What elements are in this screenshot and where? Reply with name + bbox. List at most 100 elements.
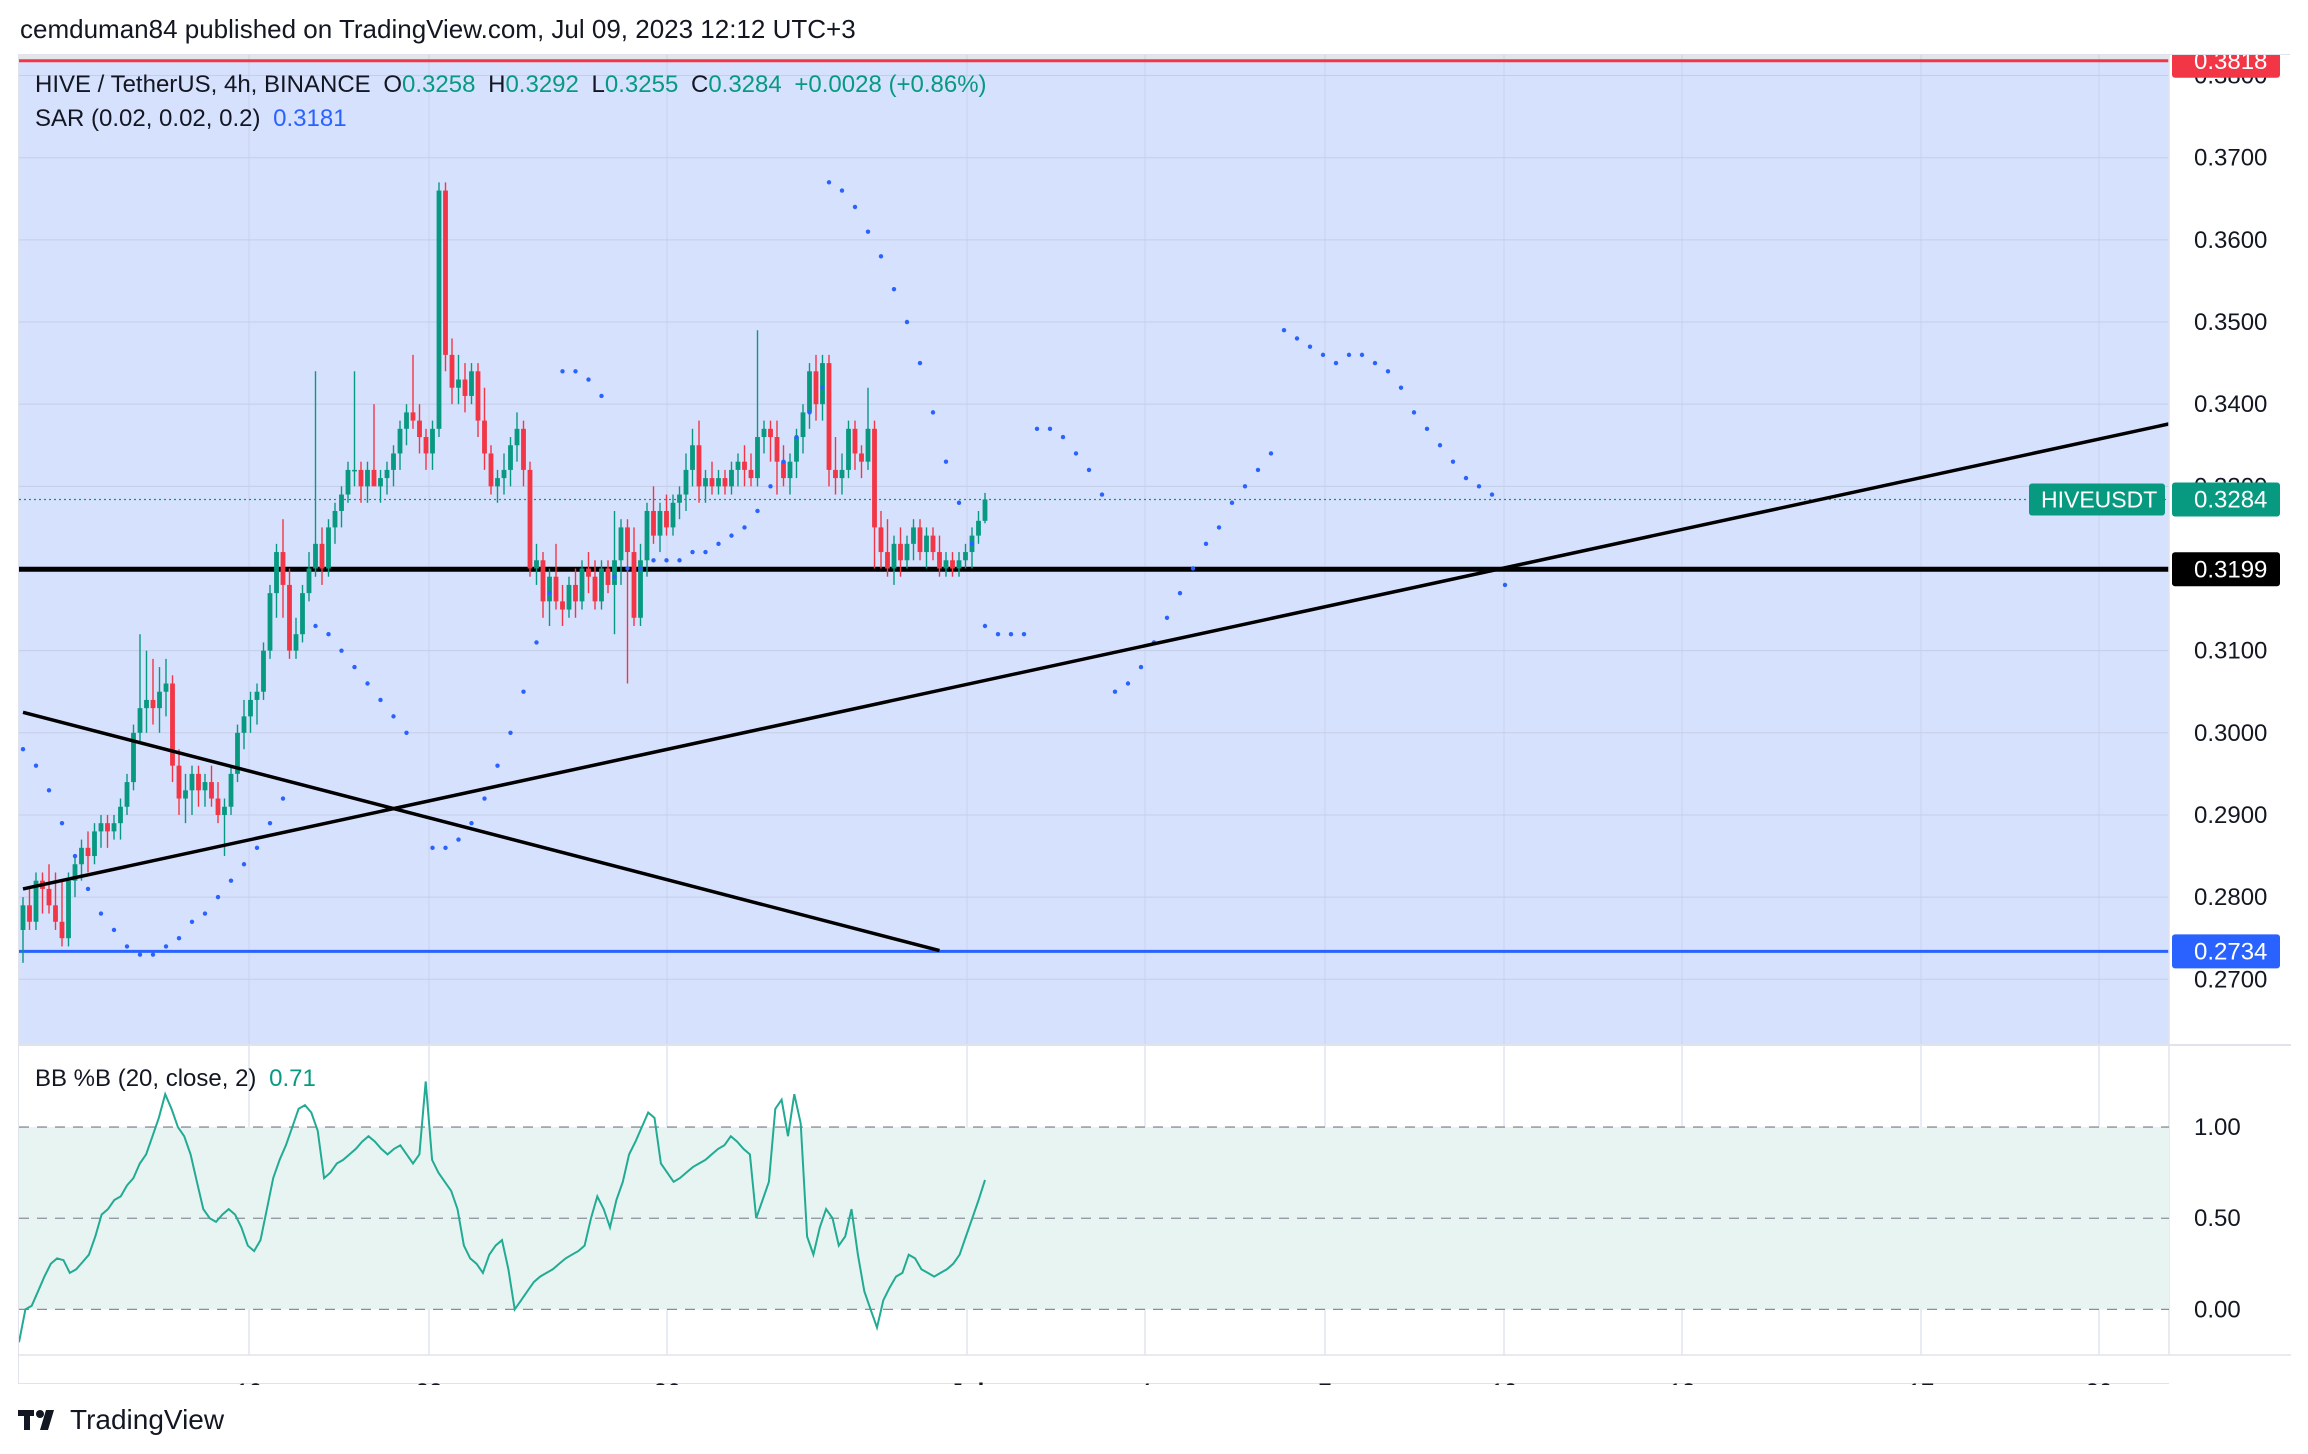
bb-label[interactable]: BB %B (20, close, 2) <box>35 1065 257 1092</box>
sar-dot <box>241 862 247 867</box>
sar-dot <box>1346 352 1352 358</box>
sar-dot <box>677 558 682 563</box>
candle-body <box>378 478 383 487</box>
candle-body <box>924 535 929 553</box>
sar-dot <box>1463 475 1469 481</box>
candle-body <box>430 428 435 454</box>
candle-body <box>501 469 507 479</box>
candle-down <box>826 354 832 487</box>
sar-dot <box>72 853 78 859</box>
candle-body <box>800 412 806 438</box>
sar-dot <box>878 254 884 259</box>
candle-body <box>579 568 585 602</box>
legend-c-label: C <box>690 71 709 98</box>
candle-down <box>209 765 214 807</box>
candle-body <box>176 765 182 799</box>
candle-body <box>46 888 52 906</box>
candle-up <box>157 667 162 733</box>
price-tick-label: 0.3000 <box>2194 720 2267 747</box>
candle-body <box>872 428 877 528</box>
sar-dot <box>1112 689 1118 694</box>
last-price-tag-text: 0.3284 <box>2194 486 2267 513</box>
sar-dot <box>956 500 962 505</box>
sar-dot <box>1086 467 1092 473</box>
candle-body <box>911 527 916 544</box>
candle-up <box>118 798 123 840</box>
time-tick-label: 13 <box>1669 1379 1696 1385</box>
candle-up <box>501 453 507 495</box>
candle-up <box>92 823 97 865</box>
candle-up <box>469 363 474 405</box>
sar-dot <box>1502 582 1508 588</box>
candle-down <box>527 461 533 577</box>
candle-body <box>267 593 273 651</box>
candle-body <box>118 806 123 824</box>
candle-up <box>430 420 435 470</box>
candle-down <box>410 354 416 429</box>
candle-body <box>404 412 409 429</box>
candle-up <box>690 428 695 487</box>
sar-dot <box>852 204 858 210</box>
candle-up <box>547 568 552 626</box>
candle-down <box>852 420 858 470</box>
candle-body <box>248 699 253 717</box>
candle-body <box>950 560 955 569</box>
footer-brand[interactable]: TradingView <box>18 1404 224 1436</box>
candle-down <box>950 552 955 577</box>
candle-body <box>196 773 201 791</box>
candle-up <box>228 765 234 815</box>
candle-body <box>410 412 416 421</box>
candle-up <box>599 560 604 610</box>
candle-body <box>937 552 942 569</box>
sar-dot <box>313 623 318 629</box>
sar-dot <box>1372 360 1378 366</box>
candle-down <box>85 831 91 873</box>
candle-body <box>313 543 318 569</box>
sar-dot <box>781 459 786 464</box>
candle-down <box>813 354 819 421</box>
price-tick-label: 0.3100 <box>2194 638 2267 665</box>
candle-up <box>807 363 812 429</box>
sar-label[interactable]: SAR (0.02, 0.02, 0.2) <box>35 105 261 132</box>
sar-dot <box>98 911 104 916</box>
sar-dot <box>599 393 604 399</box>
candle-body <box>488 453 494 487</box>
candle-up <box>683 453 689 511</box>
price-tag-2: 0.3199 <box>2172 552 2280 587</box>
candle-body <box>293 634 299 651</box>
sar-dot <box>865 229 871 234</box>
candle-up <box>345 461 351 503</box>
price-tag-2-bg <box>2172 552 2280 587</box>
sar-dot <box>573 369 578 374</box>
candle-body <box>423 437 429 454</box>
candle-down <box>586 552 591 594</box>
bb-tick-label: 0.00 <box>2194 1296 2241 1323</box>
price-tag-1-text: 0.3818 <box>2194 55 2267 75</box>
candle-body <box>898 543 903 561</box>
sar-dot <box>46 788 52 793</box>
candle-down <box>774 420 780 495</box>
candle-up <box>397 420 403 470</box>
sar-dot <box>690 549 695 555</box>
bb-percent-line <box>19 1081 986 1343</box>
candle-down <box>878 510 884 569</box>
sar-dot <box>202 911 208 916</box>
sar-dot <box>1307 344 1313 349</box>
candle-body <box>794 437 799 462</box>
candle-up <box>98 814 104 848</box>
sar-dot <box>1138 664 1144 670</box>
legend-symbol[interactable]: HIVE / TetherUS, 4h, BINANCE <box>35 71 371 98</box>
candle-up <box>254 683 260 725</box>
price-tick-label: 0.3600 <box>2194 227 2267 254</box>
candle-down <box>371 404 377 487</box>
candle-down <box>722 469 728 495</box>
candle-up <box>982 492 988 524</box>
candle-down <box>833 437 838 495</box>
candle-down <box>872 420 877 569</box>
candle-body <box>644 510 650 561</box>
candle-up <box>644 502 650 577</box>
sar-dot <box>547 590 552 596</box>
candle-up <box>202 773 208 807</box>
candle-body <box>170 683 175 766</box>
chart-canvas[interactable]: 0.27000.28000.29000.30000.31000.32000.33… <box>19 55 2291 1385</box>
